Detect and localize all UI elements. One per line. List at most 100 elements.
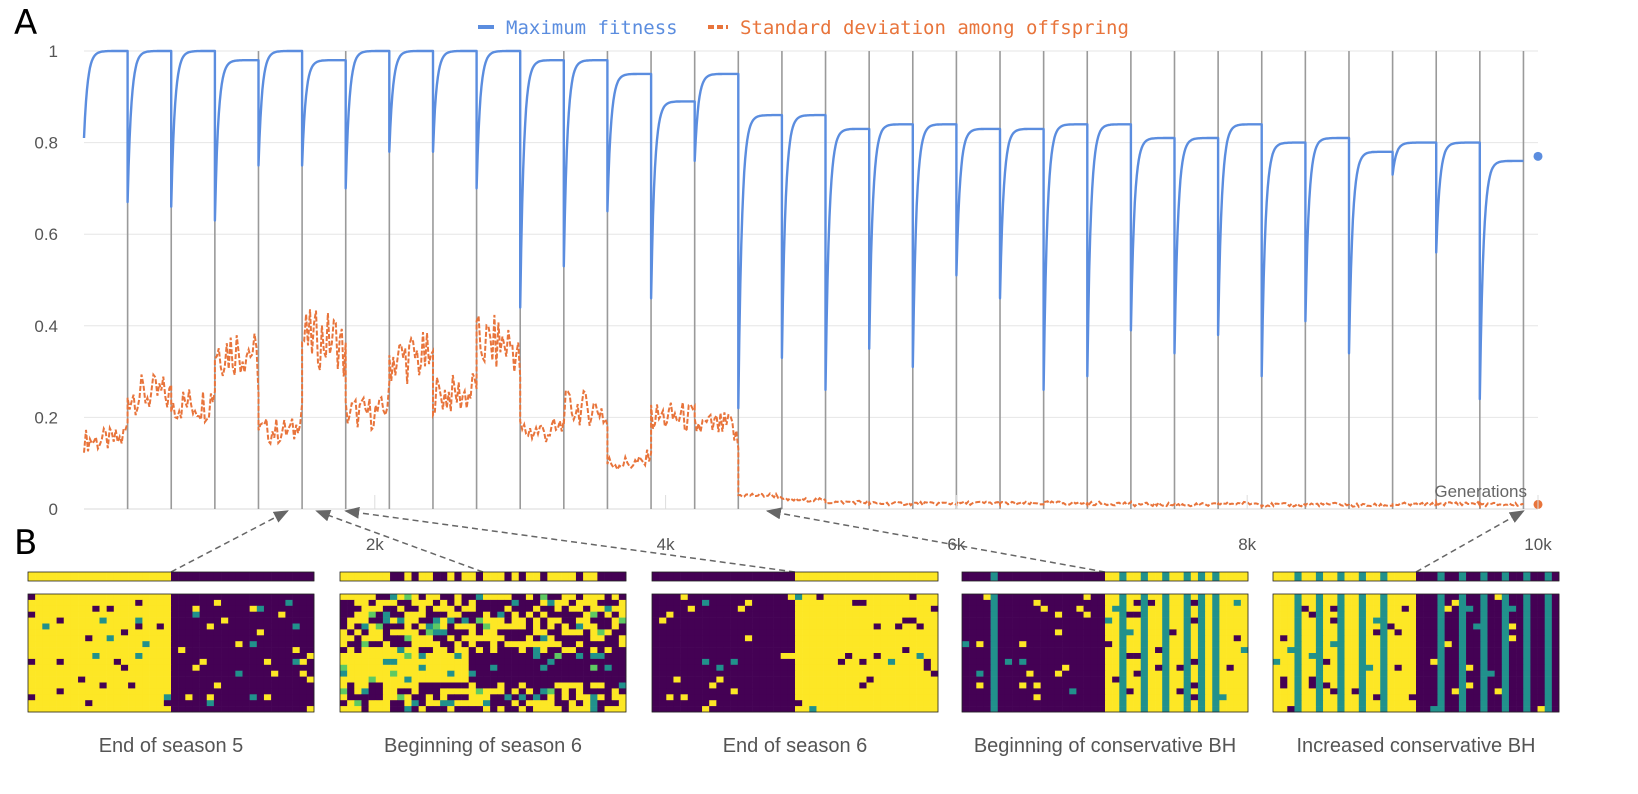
heatmap-cell bbox=[1523, 700, 1531, 707]
heatmap-cell bbox=[271, 594, 279, 601]
heatmap-cell bbox=[809, 605, 817, 612]
heatmap-cell bbox=[780, 647, 789, 654]
heatmap-cell bbox=[1004, 676, 1013, 683]
heatmap-cell bbox=[135, 605, 143, 612]
heatmap-cell bbox=[766, 682, 774, 689]
heatmap-cell bbox=[744, 629, 753, 636]
heatmap-cell bbox=[1280, 635, 1288, 642]
heatmap-cell bbox=[1112, 594, 1120, 601]
heatmap-cell bbox=[511, 605, 520, 612]
heatmap-cell bbox=[1430, 635, 1438, 642]
heatmap-cell bbox=[432, 594, 441, 601]
heatmap-cell bbox=[397, 641, 405, 648]
heatmap-cell bbox=[1047, 605, 1056, 612]
heatmap-cell bbox=[1423, 682, 1431, 689]
heatmap-cell bbox=[1537, 694, 1545, 701]
heatmap-cell bbox=[873, 664, 882, 671]
heatmap-cell bbox=[1273, 676, 1281, 683]
heatmap-cell bbox=[597, 706, 605, 713]
heatmap-cell bbox=[687, 617, 696, 624]
heatmap-cell bbox=[1508, 700, 1517, 707]
heatmap-cell bbox=[135, 706, 143, 713]
heatmap-cell bbox=[1176, 635, 1184, 642]
heatmap-cell bbox=[113, 653, 122, 660]
heatmap-cell bbox=[1544, 670, 1553, 677]
heatmap-cell bbox=[990, 647, 999, 654]
heatmap-cell bbox=[1076, 653, 1084, 660]
heatmap-summary-cell bbox=[1240, 572, 1249, 581]
heatmap-cell bbox=[1494, 670, 1503, 677]
heatmap-cell bbox=[120, 706, 129, 713]
heatmap-cell bbox=[787, 647, 796, 654]
heatmap-summary-cell bbox=[418, 572, 427, 581]
heatmap-cell bbox=[983, 688, 991, 695]
heatmap-cell bbox=[554, 664, 562, 671]
heatmap-cell bbox=[916, 664, 924, 671]
heatmap-cell bbox=[780, 658, 789, 666]
heatmap-cell bbox=[744, 605, 753, 612]
heatmap-cell bbox=[837, 605, 846, 612]
heatmap-summary-cell bbox=[887, 572, 896, 581]
heatmap-cell bbox=[680, 611, 689, 618]
heatmap-cell bbox=[1054, 635, 1063, 642]
heatmap-cell bbox=[113, 647, 122, 654]
heatmap-cell bbox=[597, 658, 605, 666]
heatmap-cell bbox=[271, 670, 279, 677]
heatmap-cell bbox=[830, 605, 839, 612]
heatmap-cell bbox=[723, 688, 731, 695]
heatmap-cell bbox=[823, 605, 832, 612]
heatmap-cell bbox=[1083, 670, 1091, 677]
heatmap-cell bbox=[1069, 641, 1077, 648]
y-tick-label: 0.2 bbox=[34, 408, 58, 427]
heatmap-cell bbox=[1033, 594, 1041, 601]
heatmap-cell bbox=[171, 688, 179, 695]
heatmap-cell bbox=[1226, 682, 1234, 689]
heatmap-cell bbox=[1133, 629, 1142, 636]
heatmap-cell bbox=[1530, 694, 1538, 701]
heatmap-cell bbox=[242, 599, 250, 607]
heatmap-cell bbox=[1544, 664, 1553, 671]
heatmap-cell bbox=[1358, 682, 1367, 689]
heatmap-summary-cell bbox=[242, 572, 250, 581]
heatmap-cell bbox=[99, 635, 107, 642]
heatmap-cell bbox=[142, 682, 150, 689]
heatmap-cell bbox=[1240, 647, 1249, 654]
heatmap-cell bbox=[687, 647, 696, 654]
heatmap-cell bbox=[837, 658, 846, 666]
heatmap-cell bbox=[1401, 635, 1410, 642]
heatmap-cell bbox=[1408, 670, 1417, 677]
heatmap-cell bbox=[597, 653, 605, 660]
heatmap-cell bbox=[1344, 647, 1352, 654]
heatmap-cell bbox=[228, 670, 236, 677]
heatmap-cell bbox=[1416, 670, 1424, 677]
heatmap-cell bbox=[142, 694, 150, 701]
heatmap-cell bbox=[63, 670, 72, 677]
heatmap-cell bbox=[873, 682, 882, 689]
heatmap-cell bbox=[716, 676, 724, 683]
heatmap-cell bbox=[235, 629, 243, 636]
heatmap-cell bbox=[823, 623, 832, 630]
heatmap-cell bbox=[468, 700, 477, 707]
heatmap-cell bbox=[1387, 594, 1395, 601]
heatmap-cell bbox=[1287, 635, 1295, 642]
heatmap-cell bbox=[969, 676, 977, 683]
heatmap-cell bbox=[568, 647, 577, 654]
heatmap-cell bbox=[1487, 706, 1495, 713]
heatmap-cell bbox=[540, 700, 548, 707]
heatmap-cell bbox=[1294, 623, 1302, 630]
heatmap-cell bbox=[1090, 664, 1099, 671]
heatmap-cell bbox=[454, 694, 462, 701]
heatmap-cell bbox=[1155, 605, 1163, 612]
heatmap-cell bbox=[1219, 629, 1227, 636]
heatmap-cell bbox=[454, 635, 462, 642]
heatmap-cell bbox=[1105, 641, 1113, 648]
heatmap-cell bbox=[1458, 694, 1467, 701]
heatmap-cell bbox=[611, 653, 620, 660]
heatmap-cell bbox=[1047, 694, 1056, 701]
heatmap-cell bbox=[1301, 670, 1310, 677]
heatmap-cell bbox=[1190, 664, 1199, 671]
heatmap-cell bbox=[997, 694, 1006, 701]
heatmap-cell bbox=[923, 623, 932, 630]
heatmap-cell bbox=[397, 623, 405, 630]
heatmap-cell bbox=[1280, 599, 1288, 607]
